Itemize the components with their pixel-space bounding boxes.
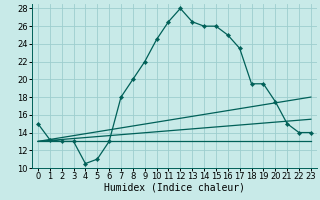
X-axis label: Humidex (Indice chaleur): Humidex (Indice chaleur) bbox=[104, 183, 245, 193]
